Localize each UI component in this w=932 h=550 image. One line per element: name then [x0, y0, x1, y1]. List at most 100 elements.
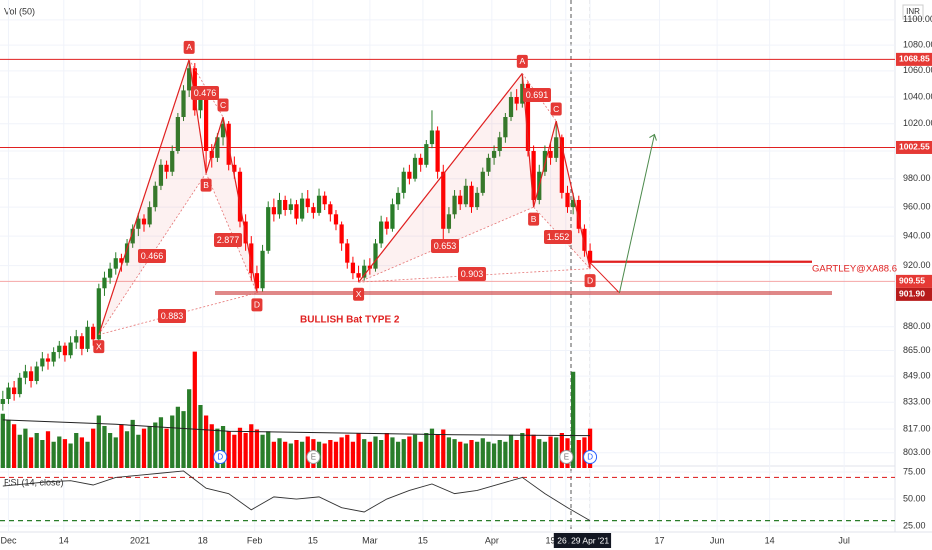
volume-bar — [226, 431, 231, 468]
x-tick-label: 14 — [59, 535, 69, 545]
pattern-leg — [533, 120, 557, 208]
volume-bar — [119, 424, 124, 468]
candle-body — [339, 224, 344, 244]
candle-body — [559, 137, 564, 193]
candle-body — [277, 199, 282, 215]
candle-body — [175, 117, 180, 151]
candle-body — [136, 218, 141, 229]
volume-bar — [486, 441, 491, 468]
currency-label: INR — [906, 7, 920, 16]
volume-bar — [294, 440, 299, 468]
candle-body — [548, 150, 553, 158]
volume-bar — [525, 428, 531, 468]
volume-bar — [333, 441, 339, 468]
candle-body — [350, 262, 356, 274]
pattern-point: C — [217, 98, 229, 112]
pattern-ratio-box — [138, 249, 166, 263]
candle-body — [452, 195, 457, 215]
x-tick-label: 26 A — [557, 535, 574, 545]
pattern-point-label: X — [356, 289, 362, 299]
y-tick-label: 849.00 — [903, 371, 931, 381]
candle-body — [187, 68, 192, 91]
volume-bar — [367, 441, 372, 468]
volume-bar — [429, 428, 435, 468]
candle-body — [294, 204, 299, 219]
pattern-ratio-box — [544, 230, 572, 244]
candle-body — [531, 150, 536, 200]
candle-body — [96, 288, 101, 340]
price-level-tag — [896, 274, 932, 288]
volume-bar — [62, 439, 68, 468]
pattern-fill — [533, 121, 591, 269]
candle-body — [113, 258, 118, 269]
candle-body — [130, 228, 135, 244]
pattern-point: B — [528, 212, 540, 226]
pattern-ratio: 0.903 — [458, 267, 486, 281]
candle-body — [520, 83, 525, 104]
rsi-tick-label: 50.00 — [903, 493, 926, 503]
pattern-point: D — [251, 298, 263, 312]
candle-body — [203, 94, 209, 151]
volume-bar — [418, 441, 423, 468]
candle-body — [68, 342, 73, 356]
pattern-point-box — [93, 340, 105, 354]
candle-body — [249, 243, 254, 274]
volume-bar — [232, 434, 237, 468]
x-tick-label: 2021 — [130, 535, 150, 545]
time-highlight-box — [569, 533, 612, 548]
event-marker — [559, 450, 574, 464]
pattern-point-box — [183, 40, 195, 54]
candle-body — [237, 171, 243, 222]
volume-bar — [102, 426, 107, 468]
volume-bar — [203, 415, 209, 468]
event-label: D — [587, 453, 593, 462]
volume-bar — [514, 440, 519, 468]
pattern-point-box — [251, 298, 263, 312]
pattern-point-label: D — [254, 300, 260, 310]
x-tick-label: 19 — [546, 535, 556, 545]
candle-body — [181, 90, 186, 118]
volume-bar — [373, 436, 378, 468]
pattern-point-label: X — [96, 341, 102, 351]
pattern-point-box — [528, 212, 540, 226]
pattern-ratio-label: 0.653 — [434, 241, 457, 251]
volume-bar — [548, 436, 553, 468]
volume-bar — [237, 427, 243, 468]
volume-bar — [339, 437, 344, 468]
pattern-leg — [222, 116, 258, 293]
candle-body — [23, 371, 28, 378]
candle-body — [390, 204, 395, 229]
x-tick-label: Dec — [0, 535, 17, 545]
candle-body — [328, 204, 333, 215]
pattern-ratio: 0.691 — [523, 88, 551, 102]
candle-body — [85, 326, 90, 349]
candle-body — [124, 243, 130, 263]
candle-body — [525, 83, 531, 151]
volume-bar — [582, 437, 587, 468]
pattern-ratio: 1.552 — [544, 230, 572, 244]
volume-bar — [350, 441, 356, 468]
volume-bar — [537, 439, 542, 468]
volume-bar — [23, 428, 28, 468]
rsi-line — [2, 470, 591, 522]
volume-bar — [412, 434, 418, 468]
volume-bar — [322, 443, 327, 468]
candle-body — [254, 273, 260, 289]
y-tick-label: 980.00 — [903, 173, 931, 183]
x-tick-label: 14 — [765, 535, 775, 545]
volume-bar — [158, 417, 164, 468]
pattern-ratio-line — [358, 268, 591, 283]
candle-body — [395, 192, 401, 205]
volume-bar — [170, 415, 175, 468]
y-tick-label: 1020.00 — [903, 118, 932, 128]
candle-body — [356, 273, 361, 278]
volume-bar — [491, 443, 497, 468]
volume-bar — [181, 411, 186, 468]
rsi-title: RSI (14, close) — [4, 477, 64, 487]
volume-bar — [6, 419, 11, 468]
event-marker — [213, 450, 228, 464]
candle-body — [435, 130, 440, 172]
candle-body — [491, 150, 497, 158]
volume-bar — [147, 426, 152, 468]
